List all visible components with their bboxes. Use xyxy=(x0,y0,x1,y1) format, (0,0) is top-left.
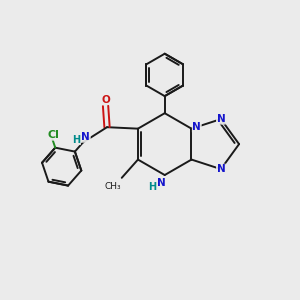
Text: O: O xyxy=(101,94,110,104)
Text: H: H xyxy=(72,134,80,145)
Text: N: N xyxy=(217,114,225,124)
Text: H: H xyxy=(148,182,156,192)
Text: CH₃: CH₃ xyxy=(104,182,121,190)
Text: Cl: Cl xyxy=(47,130,59,140)
Text: N: N xyxy=(192,122,201,132)
Text: N: N xyxy=(157,178,166,188)
Text: N: N xyxy=(82,132,90,142)
Text: N: N xyxy=(217,164,225,174)
